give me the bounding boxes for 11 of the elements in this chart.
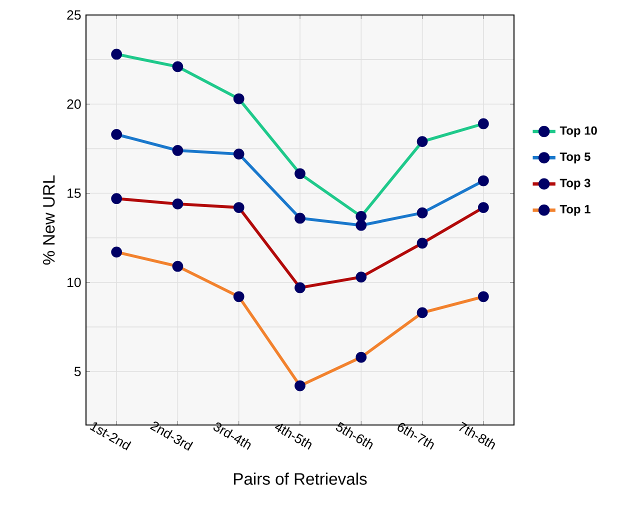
y-axis-title: % New URL: [43, 175, 55, 265]
y-tick-label: 10: [68, 278, 81, 288]
legend-label: Top 10: [560, 126, 597, 138]
legend-label: Top 5: [560, 152, 590, 164]
y-tick-label: 15: [68, 188, 81, 198]
x-axis-title: Pairs of Retrievals: [234, 472, 367, 485]
y-tick-label: 20: [67, 99, 81, 109]
y-tick-label: 25: [67, 10, 81, 20]
legend-label: Top 3: [560, 178, 590, 190]
legend-label: Top 1: [560, 205, 590, 216]
y-tick-label: 5: [74, 366, 81, 376]
